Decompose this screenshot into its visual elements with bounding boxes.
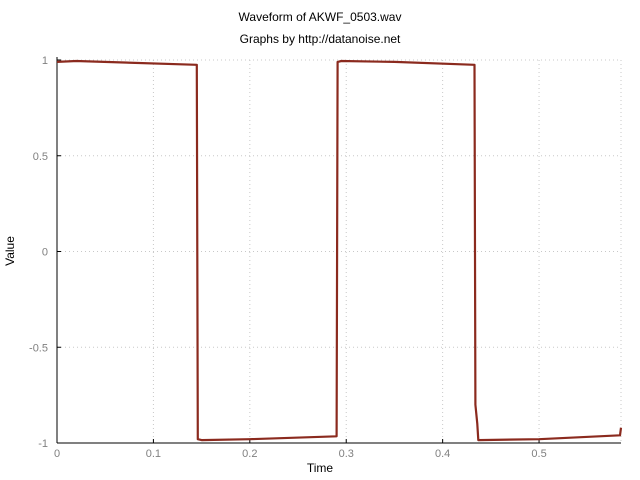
- x-tick-label: 0.5: [531, 448, 546, 460]
- x-tick-label: 0.4: [435, 448, 450, 460]
- waveform-line: [56, 59, 623, 442]
- series-group: [56, 59, 623, 442]
- x-tick-label: 0.1: [146, 448, 161, 460]
- x-tick-label: 0.2: [242, 448, 257, 460]
- y-axis-label: Value: [3, 236, 17, 266]
- chart-subtitle: Graphs by http://datanoise.net: [239, 32, 401, 46]
- chart-title: Waveform of AKWF_0503.wav: [238, 10, 402, 24]
- x-axis-label: Time: [306, 461, 334, 475]
- grid-lines: [57, 59, 622, 444]
- y-tick-label: -1: [38, 438, 48, 450]
- x-tick-label: 0.3: [339, 448, 354, 460]
- plot-frame: [56, 57, 621, 444]
- y-tick-label: 0.5: [33, 151, 48, 163]
- y-tick-label: -0.5: [29, 342, 48, 354]
- y-tick-label: 1: [42, 55, 48, 67]
- x-axis-ticks: 0 0.1 0.2 0.3 0.4 0.5: [54, 439, 547, 460]
- x-tick-label: 0: [54, 448, 60, 460]
- y-axis-ticks: 1 0.5 0 -0.5 -1: [29, 55, 61, 450]
- y-tick-label: 0: [42, 247, 48, 259]
